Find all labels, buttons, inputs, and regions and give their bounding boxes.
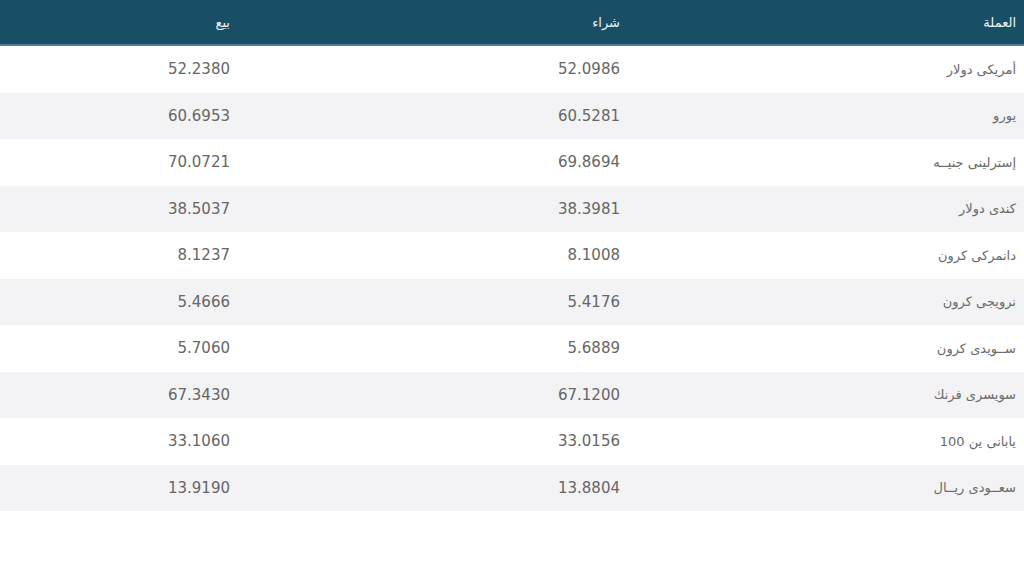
sell-rate-cell: 33.1060 <box>0 418 238 465</box>
sell-rate-cell: 38.5037 <box>0 186 238 233</box>
currency-name-cell: كرون‎ ســويدى <box>628 325 1024 372</box>
table-row: 60.695360.5281يورو <box>0 93 1024 140</box>
currency-name-cell: فرنك‎ سويسرى <box>628 372 1024 419</box>
table-row: 52.238052.0986دولار‎ أمريكى <box>0 45 1024 93</box>
sell-rate-cell: 5.7060 <box>0 325 238 372</box>
currency-name-cell: كرون‎ دانمركى <box>628 232 1024 279</box>
table-row: 13.919013.8804ريــال‎ سعــودى <box>0 465 1024 512</box>
buy-column-header: شراء <box>238 0 628 45</box>
buy-rate-cell: 33.0156 <box>238 418 628 465</box>
buy-rate-cell: 52.0986 <box>238 45 628 93</box>
currency-name-cell: دولار‎ كندى <box>628 186 1024 233</box>
buy-rate-cell: 13.8804 <box>238 465 628 512</box>
table-row: 5.70605.6889كرون‎ ســويدى <box>0 325 1024 372</box>
buy-rate-cell: 38.3981 <box>238 186 628 233</box>
table-row: 70.072169.8694جنيــه‎ إسترلينى <box>0 139 1024 186</box>
currency-name-cell: ريــال‎ سعــودى <box>628 465 1024 512</box>
buy-rate-cell: 67.1200 <box>238 372 628 419</box>
sell-rate-cell: 70.0721 <box>0 139 238 186</box>
sell-rate-cell: 67.3430 <box>0 372 238 419</box>
currency-rates-table: بيع شراء العملة 52.238052.0986دولار‎ أمر… <box>0 0 1024 511</box>
sell-rate-cell: 13.9190 <box>0 465 238 512</box>
page: بيع شراء العملة 52.238052.0986دولار‎ أمر… <box>0 0 1024 572</box>
sell-rate-cell: 52.2380 <box>0 45 238 93</box>
header-row: بيع شراء العملة <box>0 0 1024 45</box>
buy-rate-cell: 5.6889 <box>238 325 628 372</box>
sell-column-header: بيع <box>0 0 238 45</box>
buy-rate-cell: 8.1008 <box>238 232 628 279</box>
table-row: 8.12378.1008كرون‎ دانمركى <box>0 232 1024 279</box>
currency-name-cell: دولار‎ أمريكى <box>628 45 1024 93</box>
table-row: 67.343067.1200فرنك‎ سويسرى <box>0 372 1024 419</box>
table-row: 5.46665.4176كرون‎ نرويجى <box>0 279 1024 326</box>
currency-name-cell: جنيــه‎ إسترلينى <box>628 139 1024 186</box>
currency-column-header: العملة <box>628 0 1024 45</box>
currency-name-cell: يورو <box>628 93 1024 140</box>
currency-name-cell: كرون‎ نرويجى <box>628 279 1024 326</box>
table-body: 52.238052.0986دولار‎ أمريكى60.695360.528… <box>0 45 1024 511</box>
table-row: 38.503738.3981دولار‎ كندى <box>0 186 1024 233</box>
buy-rate-cell: 60.5281 <box>238 93 628 140</box>
table-row: 33.106033.0156100 ين‎ يابانى <box>0 418 1024 465</box>
sell-rate-cell: 5.4666 <box>0 279 238 326</box>
buy-rate-cell: 5.4176 <box>238 279 628 326</box>
sell-rate-cell: 60.6953 <box>0 93 238 140</box>
buy-rate-cell: 69.8694 <box>238 139 628 186</box>
table-header: بيع شراء العملة <box>0 0 1024 45</box>
currency-name-cell: 100 ين‎ يابانى <box>628 418 1024 465</box>
sell-rate-cell: 8.1237 <box>0 232 238 279</box>
